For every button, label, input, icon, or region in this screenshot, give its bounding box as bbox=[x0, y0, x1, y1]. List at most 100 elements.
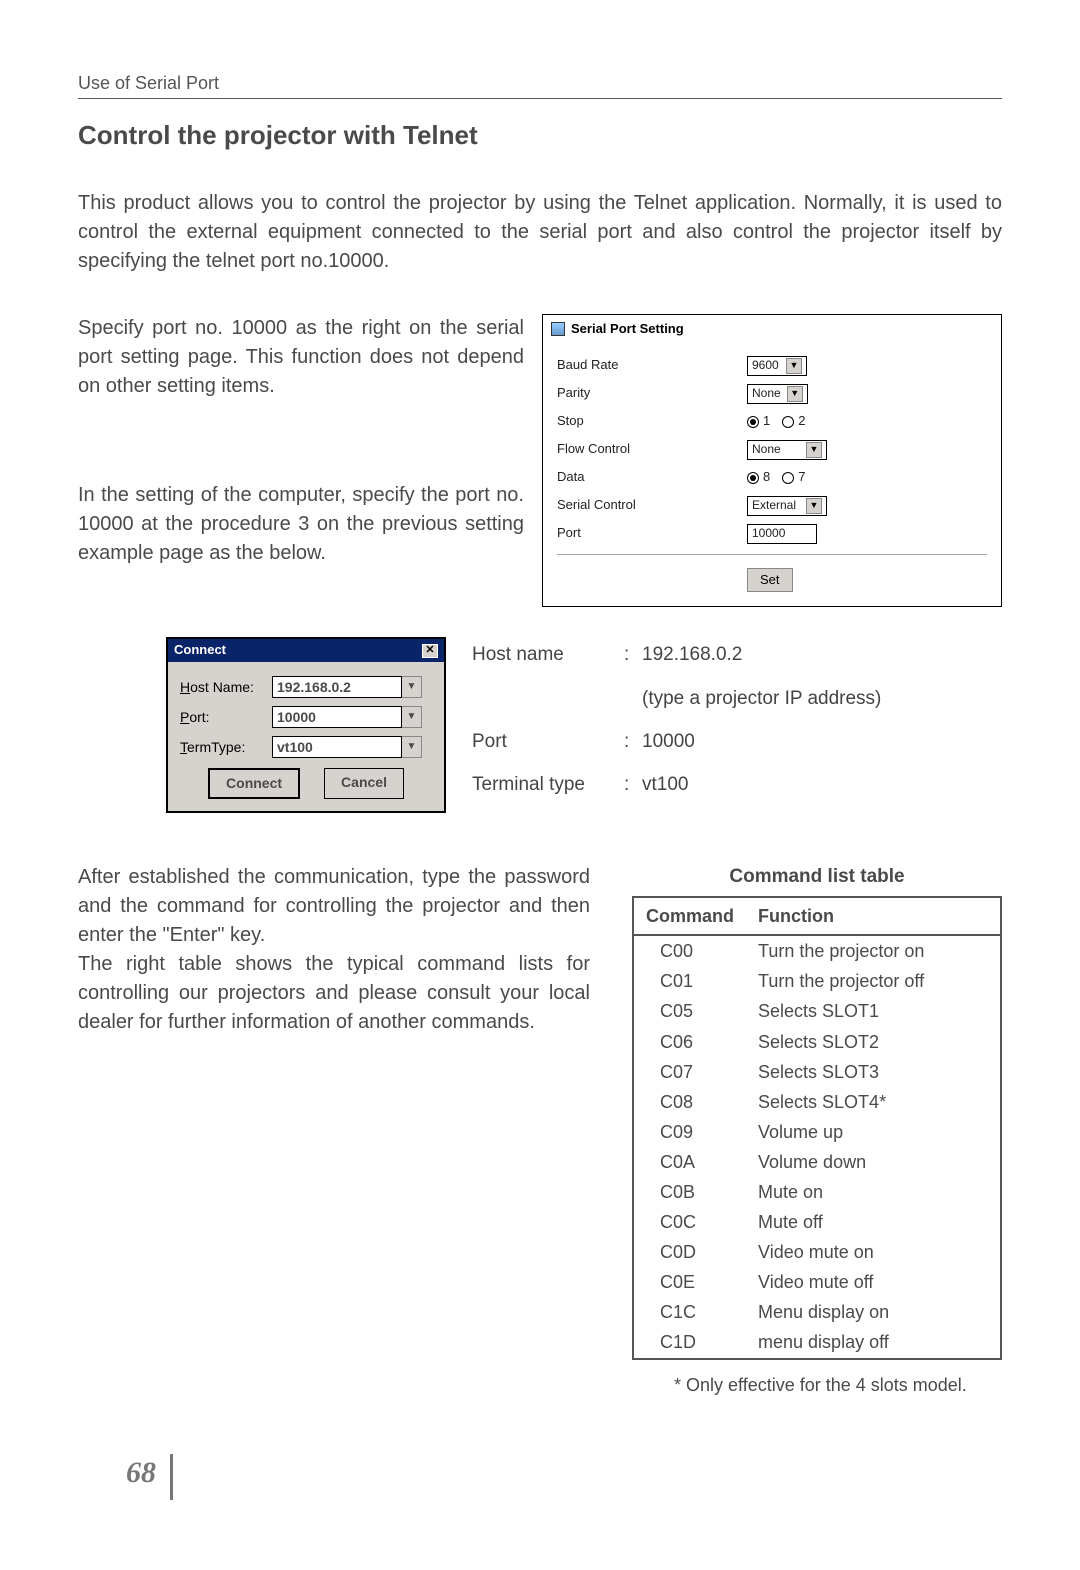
panel-title-bar: Serial Port Setting bbox=[543, 315, 1001, 344]
function-cell: Selects SLOT3 bbox=[746, 1057, 1001, 1087]
info-host-note: (type a projector IP address) bbox=[642, 688, 881, 709]
table-row: C05Selects SLOT1 bbox=[633, 996, 1001, 1026]
chevron-down-icon: ▼ bbox=[787, 386, 803, 402]
function-cell: Video mute off bbox=[746, 1267, 1001, 1297]
close-icon[interactable]: ✕ bbox=[422, 644, 438, 658]
function-cell: Volume down bbox=[746, 1147, 1001, 1177]
left-paragraph-2: In the setting of the computer, specify … bbox=[78, 481, 524, 568]
section-title: Control the projector with Telnet bbox=[78, 117, 1002, 155]
command-cell: C1D bbox=[633, 1327, 746, 1358]
chevron-down-icon: ▼ bbox=[806, 442, 822, 458]
function-cell: Volume up bbox=[746, 1117, 1001, 1147]
command-cell: C09 bbox=[633, 1117, 746, 1147]
chevron-down-icon: ▼ bbox=[806, 498, 822, 514]
command-cell: C06 bbox=[633, 1027, 746, 1057]
flow-control-select[interactable]: None ▼ bbox=[747, 440, 827, 460]
port-input[interactable]: 10000 bbox=[747, 524, 817, 544]
breadcrumb: Use of Serial Port bbox=[78, 70, 219, 96]
table-row: C1Dmenu display off bbox=[633, 1327, 1001, 1358]
dialog-title-bar: Connect ✕ bbox=[168, 639, 444, 662]
command-cell: C1C bbox=[633, 1297, 746, 1327]
command-cell: C0D bbox=[633, 1237, 746, 1267]
table-description-para: The right table shows the typical comman… bbox=[78, 950, 590, 1037]
table-row: C01Turn the projector off bbox=[633, 966, 1001, 996]
table-row: C07Selects SLOT3 bbox=[633, 1057, 1001, 1087]
after-established-para: After established the communication, typ… bbox=[78, 863, 590, 950]
table-row: C0BMute on bbox=[633, 1177, 1001, 1207]
command-cell: C0B bbox=[633, 1177, 746, 1207]
command-cell: C00 bbox=[633, 935, 746, 966]
parity-label: Parity bbox=[557, 384, 747, 403]
info-port-key: Port bbox=[472, 726, 622, 767]
table-footnote: * Only effective for the 4 slots model. bbox=[632, 1372, 1002, 1398]
connect-dialog: Connect ✕ Host Name: 192.168.0.2 ▼ Port:… bbox=[166, 637, 446, 812]
table-row: C06Selects SLOT2 bbox=[633, 1027, 1001, 1057]
serial-control-select[interactable]: External ▼ bbox=[747, 496, 827, 516]
chevron-down-icon[interactable]: ▼ bbox=[402, 676, 422, 698]
host-name-input[interactable]: 192.168.0.2 bbox=[272, 676, 402, 698]
command-cell: C08 bbox=[633, 1087, 746, 1117]
info-port-value: 10000 bbox=[642, 731, 695, 752]
command-cell: C0C bbox=[633, 1207, 746, 1237]
page-header: Use of Serial Port bbox=[78, 70, 1002, 99]
serial-port-setting-panel: Serial Port Setting Baud Rate 9600 ▼ Par… bbox=[542, 314, 1002, 608]
termtype-label: TermType: bbox=[180, 737, 272, 757]
host-name-label: Host Name: bbox=[180, 677, 272, 697]
panel-icon bbox=[551, 322, 565, 336]
baud-rate-label: Baud Rate bbox=[557, 356, 747, 375]
command-header: Command bbox=[633, 897, 746, 935]
table-row: C0EVideo mute off bbox=[633, 1267, 1001, 1297]
table-row: C0DVideo mute on bbox=[633, 1237, 1001, 1267]
command-cell: C01 bbox=[633, 966, 746, 996]
stop-radio-2[interactable]: 2 bbox=[782, 412, 805, 431]
parity-select[interactable]: None ▼ bbox=[747, 384, 808, 404]
stop-radio-1[interactable]: 1 bbox=[747, 412, 770, 431]
function-cell: Selects SLOT2 bbox=[746, 1027, 1001, 1057]
data-radio-7[interactable]: 7 bbox=[782, 468, 805, 487]
function-cell: Selects SLOT1 bbox=[746, 996, 1001, 1026]
function-cell: Mute on bbox=[746, 1177, 1001, 1207]
function-cell: Video mute on bbox=[746, 1237, 1001, 1267]
left-paragraph-1: Specify port no. 10000 as the right on t… bbox=[78, 314, 524, 401]
page-number: 68 bbox=[126, 1451, 156, 1495]
set-button[interactable]: Set bbox=[747, 568, 793, 593]
page-number-divider bbox=[170, 1454, 173, 1500]
info-term-value: vt100 bbox=[642, 774, 688, 795]
table-row: C08Selects SLOT4* bbox=[633, 1087, 1001, 1117]
table-row: C00Turn the projector on bbox=[633, 935, 1001, 966]
command-list-table: Command Function C00Turn the projector o… bbox=[632, 896, 1002, 1359]
termtype-input[interactable]: vt100 bbox=[272, 736, 402, 758]
function-cell: Selects SLOT4* bbox=[746, 1087, 1001, 1117]
info-host-key: Host name bbox=[472, 639, 622, 680]
command-cell: C0A bbox=[633, 1147, 746, 1177]
function-cell: Menu display on bbox=[746, 1297, 1001, 1327]
chevron-down-icon[interactable]: ▼ bbox=[402, 706, 422, 728]
baud-rate-select[interactable]: 9600 ▼ bbox=[747, 356, 807, 376]
stop-label: Stop bbox=[557, 412, 747, 431]
info-host-value: 192.168.0.2 bbox=[642, 644, 742, 665]
connection-info: Host name : 192.168.0.2 (type a projecto… bbox=[470, 637, 883, 812]
port-label-dlg: Port: bbox=[180, 707, 272, 727]
info-term-key: Terminal type bbox=[472, 769, 622, 810]
flow-control-label: Flow Control bbox=[557, 440, 747, 459]
function-cell: Turn the projector on bbox=[746, 935, 1001, 966]
command-cell: C07 bbox=[633, 1057, 746, 1087]
serial-control-label: Serial Control bbox=[557, 496, 747, 515]
cancel-button[interactable]: Cancel bbox=[324, 768, 404, 798]
data-radio-8[interactable]: 8 bbox=[747, 468, 770, 487]
panel-title-text: Serial Port Setting bbox=[571, 320, 684, 339]
connect-button[interactable]: Connect bbox=[208, 768, 300, 798]
data-label: Data bbox=[557, 468, 747, 487]
function-cell: Turn the projector off bbox=[746, 966, 1001, 996]
chevron-down-icon[interactable]: ▼ bbox=[402, 736, 422, 758]
command-table-title: Command list table bbox=[632, 863, 1002, 891]
intro-paragraph: This product allows you to control the p… bbox=[78, 189, 1002, 276]
table-row: C09Volume up bbox=[633, 1117, 1001, 1147]
function-cell: menu display off bbox=[746, 1327, 1001, 1358]
chevron-down-icon: ▼ bbox=[786, 358, 802, 374]
table-row: C0AVolume down bbox=[633, 1147, 1001, 1177]
command-cell: C0E bbox=[633, 1267, 746, 1297]
port-input-dlg[interactable]: 10000 bbox=[272, 706, 402, 728]
table-row: C0CMute off bbox=[633, 1207, 1001, 1237]
table-row: C1CMenu display on bbox=[633, 1297, 1001, 1327]
